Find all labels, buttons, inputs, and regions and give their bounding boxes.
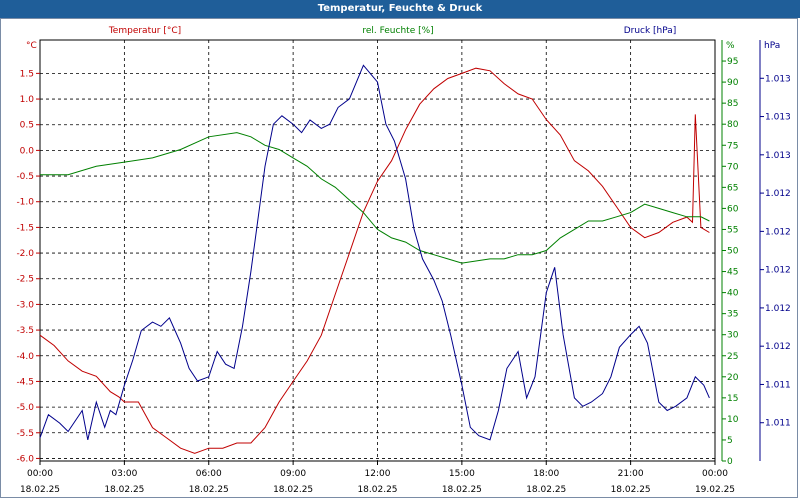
pressure-tick-label: 1.012 xyxy=(765,189,791,199)
humidity-tick-label: 0 xyxy=(727,457,733,467)
pressure-tick-label: 1.013 xyxy=(765,74,791,84)
temperature-tick-label: 0.5 xyxy=(20,121,34,131)
humidity-tick-label: 65 xyxy=(727,183,738,193)
humidity-tick-label: 20 xyxy=(727,373,739,383)
humidity-header: rel. Feuchte [%] xyxy=(362,26,433,36)
temperature-tick-label: 1.5 xyxy=(20,69,34,79)
series-line-pressure xyxy=(39,64,710,441)
pressure-tick-label: 1.012 xyxy=(765,342,791,352)
humidity-tick-label: 25 xyxy=(727,352,738,362)
temperature-tick-label: -4.5 xyxy=(16,377,34,387)
temperature-tick-label: -5.5 xyxy=(16,429,34,439)
x-tick-time-label: 12:00 xyxy=(365,469,391,479)
humidity-tick-label: 40 xyxy=(727,289,739,299)
x-tick-date-label: 19.02.25 xyxy=(695,485,735,495)
humidity-tick-label: 80 xyxy=(727,120,739,130)
pressure-tick-label: 1.011 xyxy=(765,380,791,390)
humidity-tick-label: 15 xyxy=(727,394,738,404)
x-tick-time-label: 00:00 xyxy=(27,469,53,479)
temperature-tick-label: -6.0 xyxy=(16,454,34,464)
x-tick-time-label: 21:00 xyxy=(618,469,644,479)
humidity-tick-label: 30 xyxy=(727,331,739,341)
pressure-tick-label: 1.013 xyxy=(765,151,791,161)
x-tick-date-label: 18.02.25 xyxy=(104,485,144,495)
humidity-tick-label: 75 xyxy=(727,141,738,151)
humidity-tick-label: 95 xyxy=(727,57,738,67)
temperature-tick-label: -0.5 xyxy=(16,172,34,182)
humidity-tick-label: 35 xyxy=(727,310,738,320)
humidity-tick-label: 50 xyxy=(727,247,739,257)
humidity-tick-label: 5 xyxy=(727,436,733,446)
temperature-tick-label: -3.0 xyxy=(16,300,34,310)
x-tick-date-label: 18.02.25 xyxy=(189,485,229,495)
temperature-unit-label: °C xyxy=(26,41,37,51)
temperature-tick-label: 1.0 xyxy=(20,95,35,105)
x-tick-date-label: 18.02.25 xyxy=(611,485,651,495)
window-title: Temperatur, Feuchte & Druck xyxy=(0,0,800,18)
humidity-tick-label: 70 xyxy=(727,162,739,172)
temperature-tick-label: 0.0 xyxy=(20,146,35,156)
temperature-tick-label: -2.0 xyxy=(16,249,34,259)
temperature-tick-label: -4.0 xyxy=(16,352,34,362)
temperature-tick-label: -2.5 xyxy=(16,275,34,285)
chart-frame xyxy=(0,18,798,498)
humidity-tick-label: 90 xyxy=(727,78,739,88)
pressure-tick-label: 1.012 xyxy=(765,266,791,276)
x-tick-time-label: 03:00 xyxy=(111,469,137,479)
humidity-unit-label: % xyxy=(726,41,735,51)
x-tick-time-label: 18:00 xyxy=(533,469,559,479)
humidity-tick-label: 60 xyxy=(727,204,739,214)
x-tick-date-label: 18.02.25 xyxy=(357,485,397,495)
x-tick-time-label: 06:00 xyxy=(196,469,222,479)
humidity-tick-label: 85 xyxy=(727,99,738,109)
series-line-humidity xyxy=(40,132,710,264)
x-tick-date-label: 18.02.25 xyxy=(20,485,60,495)
x-tick-time-label: 09:00 xyxy=(280,469,306,479)
temperature-header: Temperatur [°C] xyxy=(108,26,181,36)
x-tick-date-label: 18.02.25 xyxy=(442,485,482,495)
pressure-header: Druck [hPa] xyxy=(624,26,677,36)
humidity-tick-label: 45 xyxy=(727,268,738,278)
x-tick-time-label: 00:00 xyxy=(702,469,728,479)
temperature-tick-label: -1.0 xyxy=(16,198,34,208)
pressure-tick-label: 1.013 xyxy=(765,113,791,123)
temperature-tick-label: -3.5 xyxy=(16,326,34,336)
humidity-tick-label: 10 xyxy=(727,415,739,425)
series-line-temperature xyxy=(39,67,710,454)
humidity-tick-label: 55 xyxy=(727,225,738,235)
x-tick-date-label: 18.02.25 xyxy=(273,485,313,495)
temperature-tick-label: -5.0 xyxy=(16,403,34,413)
pressure-tick-label: 1.011 xyxy=(765,419,791,429)
pressure-tick-label: 1.012 xyxy=(765,304,791,314)
x-tick-date-label: 18.02.25 xyxy=(526,485,566,495)
pressure-unit-label: hPa xyxy=(764,41,780,51)
pressure-tick-label: 1.012 xyxy=(765,227,791,237)
x-tick-time-label: 15:00 xyxy=(449,469,475,479)
temperature-tick-label: -1.5 xyxy=(16,223,34,233)
